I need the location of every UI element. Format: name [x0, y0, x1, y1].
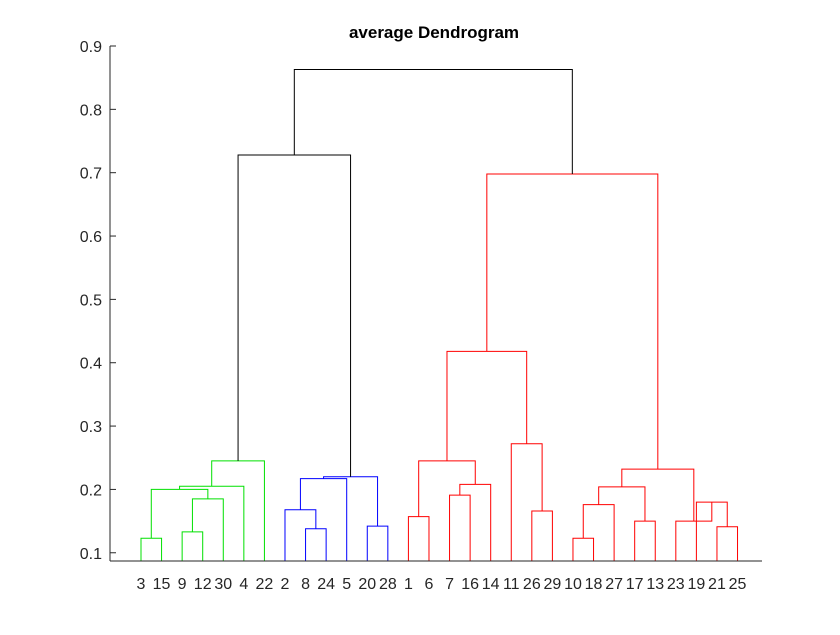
dendrogram-link-g6: [211, 460, 265, 561]
leaf-label: 24: [317, 576, 335, 593]
dendrogram-link-r10: [634, 520, 656, 561]
dendrogram-link-b4: [366, 525, 389, 561]
dendrogram-links: [140, 68, 739, 561]
dendrogram-link-r9: [582, 504, 615, 561]
y-tick-label: 0.4: [80, 356, 102, 373]
leaf-label: 30: [214, 576, 232, 593]
leaf-label: 14: [482, 576, 500, 593]
leaf-label: 26: [523, 576, 541, 593]
dendrogram-link-r4: [418, 460, 476, 517]
leaf-label: 13: [646, 576, 664, 593]
leaf-labels: 3 15 9 12 30 4 22 2 8 24 5 20 28 1 6 7 16 14 11 26 29 10 18 27 1…: [137, 576, 747, 593]
dendrogram-link-r6: [510, 443, 543, 561]
chart-title: average Dendrogram: [349, 23, 519, 42]
leaf-label: 9: [178, 576, 187, 593]
y-tick-label: 0.2: [80, 482, 102, 499]
leaf-label: 22: [256, 576, 274, 593]
y-tick-label: 0.6: [80, 229, 102, 246]
leaf-label: 15: [153, 576, 171, 593]
leaf-label: 4: [239, 576, 248, 593]
leaf-label: 23: [667, 576, 685, 593]
dendrogram-link-r2: [449, 494, 471, 561]
leaf-label: 6: [425, 576, 434, 593]
leaf-label: 28: [379, 576, 397, 593]
dendrogram-link-b2: [284, 509, 317, 561]
y-tick-label: 0.3: [80, 419, 102, 436]
y-tick-label: 0.5: [80, 292, 102, 309]
leaf-label: 16: [461, 576, 479, 593]
y-tick-label: 0.8: [80, 102, 102, 119]
leaf-label: 8: [301, 576, 310, 593]
dendrogram-link-g2: [181, 531, 204, 561]
leaf-label: 20: [358, 576, 376, 593]
y-tick-label: 0.9: [80, 39, 102, 56]
dendrogram-link-b3: [299, 478, 348, 561]
dendrogram-link-r7: [446, 350, 528, 461]
dendrogram-link-r5: [531, 510, 553, 561]
dendrogram-link-g5: [179, 485, 245, 561]
dendrogram-link-g1: [140, 537, 163, 561]
leaf-label: 12: [194, 576, 212, 593]
leaf-label: 29: [544, 576, 562, 593]
dendrogram-link-r11: [598, 486, 646, 522]
dendrogram-link-r12: [716, 526, 739, 561]
leaf-label: 2: [281, 576, 290, 593]
axes: [109, 46, 762, 562]
dendrogram-link-g4: [150, 488, 209, 539]
dendrogram-link-b1: [305, 528, 327, 561]
dendrogram-link-r8: [572, 537, 595, 561]
leaf-label: 18: [585, 576, 603, 593]
y-tick-label: 0.7: [80, 166, 102, 183]
dendrogram-link-r15: [621, 468, 695, 522]
dendrogram-link-k2: [293, 68, 573, 174]
leaf-label: 17: [626, 576, 644, 593]
dendrogram-link-r1: [407, 516, 430, 561]
dendrogram-link-g3: [191, 498, 224, 561]
dendrogram-link-b5: [323, 476, 379, 527]
dendrogram-link-r16: [486, 173, 659, 470]
leaf-label: 3: [137, 576, 146, 593]
leaf-label: 1: [404, 576, 413, 593]
leaf-label: 11: [503, 576, 520, 593]
leaf-label: 25: [729, 576, 747, 593]
dendrogram-link-k1: [237, 154, 352, 477]
leaf-label: 19: [687, 576, 705, 593]
leaf-label: 7: [445, 576, 454, 593]
dendrogram-link-r3: [459, 483, 492, 561]
y-ticks: 0.1 0.2 0.3 0.4 0.5 0.6 0.7 0.8 0.9: [80, 39, 116, 563]
leaf-label: 27: [605, 576, 623, 593]
leaf-label: 5: [342, 576, 351, 593]
leaf-label: 21: [708, 576, 726, 593]
leaf-label: 10: [564, 576, 582, 593]
y-tick-label: 0.1: [80, 546, 102, 563]
